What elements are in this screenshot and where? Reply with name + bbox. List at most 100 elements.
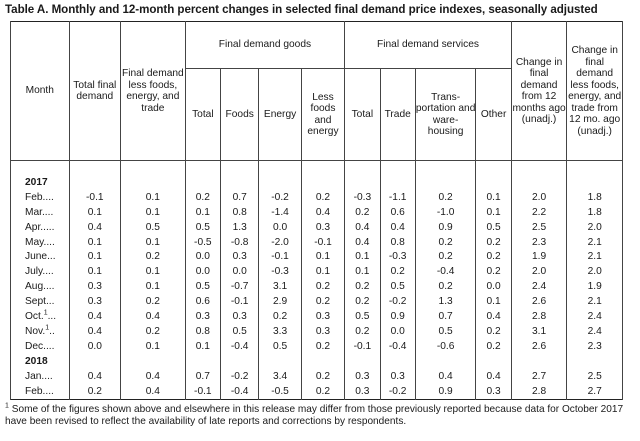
table-row: June... 0.1 0.2 0.0 0.3 -0.1 0.1 0.1 -0.3 0.2 0.2 1… bbox=[10, 250, 623, 266]
month-cell: Sept... bbox=[10, 295, 70, 311]
value-cell: 0.4 bbox=[120, 384, 186, 400]
value-cell: 0.1 bbox=[120, 280, 186, 296]
value-cell: 0.2 bbox=[414, 235, 477, 251]
value-cell: 0.2 bbox=[300, 339, 346, 355]
value-cell: 1.3 bbox=[414, 295, 477, 311]
value-cell: 0.3 bbox=[379, 369, 416, 385]
value-cell: 0.0 bbox=[184, 250, 222, 266]
value-cell: 0.1 bbox=[68, 205, 122, 221]
value-cell: 0.3 bbox=[300, 324, 346, 340]
value-cell: 0.0 bbox=[379, 324, 416, 340]
footnote-mark: 1 bbox=[5, 402, 9, 410]
value-cell: 2.0 bbox=[566, 265, 623, 281]
value-cell: 2.2 bbox=[510, 205, 568, 221]
value-cell: 0.2 bbox=[414, 250, 477, 266]
value-cell: 2.1 bbox=[566, 250, 623, 266]
value-cell: -0.4 bbox=[219, 384, 260, 400]
table-row: Feb.... 0.2 0.4 -0.1 -0.4 -0.5 0.2 0.3 -0.2 0.9 0.… bbox=[10, 384, 623, 400]
value-cell: 0.1 bbox=[475, 205, 512, 221]
table-row: Feb.... -0.1 0.1 0.2 0.7 -0.2 0.2 -0.3 -1.1 0.2 0.… bbox=[10, 190, 623, 206]
value-cell: 0.4 bbox=[344, 220, 381, 236]
value-cell: 2.3 bbox=[566, 339, 623, 355]
table-row: Apr..... 0.4 0.5 0.5 1.3 0.0 0.3 0.4 0.4 0.9 0.5 2.… bbox=[10, 220, 623, 236]
value-cell: 0.3 bbox=[219, 310, 260, 325]
spacer-row bbox=[10, 160, 623, 176]
value-cell: 0.8 bbox=[184, 324, 222, 340]
value-cell: 0.1 bbox=[344, 250, 381, 266]
value-cell: 1.8 bbox=[566, 190, 623, 206]
value-cell: 0.2 bbox=[300, 280, 346, 296]
header-goods-energy: Energy bbox=[258, 68, 302, 161]
header-services-transportation: Trans- portation and ware- housing bbox=[414, 68, 477, 161]
value-cell: 0.2 bbox=[344, 324, 381, 340]
value-cell: 0.2 bbox=[120, 295, 186, 311]
value-cell: 2.0 bbox=[566, 220, 623, 236]
value-cell: 0.4 bbox=[379, 220, 416, 236]
value-cell: 0.8 bbox=[379, 235, 416, 251]
value-cell: 0.5 bbox=[414, 324, 477, 340]
month-cell: June... bbox=[10, 250, 70, 266]
value-cell: -0.5 bbox=[184, 235, 222, 251]
value-cell: 0.4 bbox=[68, 310, 122, 325]
value-cell: 0.3 bbox=[68, 295, 122, 311]
month-cell: Apr..... bbox=[10, 220, 70, 236]
value-cell: 0.4 bbox=[68, 369, 122, 385]
value-cell: 0.3 bbox=[184, 310, 222, 325]
value-cell: 0.1 bbox=[120, 339, 186, 355]
value-cell: 1.8 bbox=[566, 205, 623, 221]
value-cell: 0.1 bbox=[120, 190, 186, 206]
value-cell: -0.3 bbox=[258, 265, 302, 281]
value-cell: -0.4 bbox=[414, 265, 477, 281]
month-cell: Nov.1.. bbox=[10, 325, 70, 340]
value-cell: 0.3 bbox=[475, 384, 512, 400]
table-row: Dec.... 0.0 0.1 0.1 -0.4 0.5 0.2 -0.1 -0.4 -0.6 0.… bbox=[10, 339, 623, 355]
value-cell: 0.1 bbox=[120, 205, 186, 221]
footnote-text: Some of the figures shown above and else… bbox=[5, 404, 624, 428]
value-cell: 2.6 bbox=[510, 339, 568, 355]
value-cell: 2.7 bbox=[566, 384, 623, 400]
value-cell: 0.3 bbox=[344, 384, 381, 400]
value-cell: 0.2 bbox=[344, 295, 381, 311]
value-cell: 0.2 bbox=[475, 324, 512, 340]
month-cell: Feb.... bbox=[10, 384, 70, 400]
value-cell: -0.2 bbox=[219, 369, 260, 385]
value-cell: 0.4 bbox=[344, 235, 381, 251]
value-cell: 0.4 bbox=[300, 205, 346, 221]
value-cell: 0.6 bbox=[184, 295, 222, 311]
value-cell: -0.3 bbox=[379, 250, 416, 266]
value-cell: 0.4 bbox=[120, 369, 186, 385]
value-cell: 0.3 bbox=[219, 250, 260, 266]
value-cell: 0.4 bbox=[68, 220, 122, 236]
value-cell: 1.3 bbox=[219, 220, 260, 236]
value-cell: 0.2 bbox=[414, 280, 477, 296]
value-cell: 0.1 bbox=[68, 250, 122, 266]
value-cell: -0.2 bbox=[379, 295, 416, 311]
value-cell: 0.3 bbox=[300, 220, 346, 236]
value-cell: 2.4 bbox=[566, 310, 623, 325]
month-cell: July.... bbox=[10, 265, 70, 281]
value-cell: -0.1 bbox=[219, 295, 260, 311]
value-cell: 0.8 bbox=[219, 205, 260, 221]
table-title: Table A. Monthly and 12-month percent ch… bbox=[5, 3, 598, 16]
value-cell: 0.9 bbox=[414, 220, 477, 236]
value-cell: 2.0 bbox=[510, 190, 568, 206]
value-cell: 0.7 bbox=[184, 369, 222, 385]
value-cell: 0.1 bbox=[68, 235, 122, 251]
value-cell: 0.1 bbox=[300, 265, 346, 281]
year-row-2017: 2017 bbox=[10, 175, 623, 191]
year-row-2018: 2018 bbox=[10, 354, 623, 370]
value-cell: 0.1 bbox=[120, 235, 186, 251]
value-cell: 2.1 bbox=[566, 235, 623, 251]
header-goods-total: Total bbox=[184, 68, 222, 161]
value-cell: 2.3 bbox=[510, 235, 568, 251]
value-cell: 2.0 bbox=[510, 265, 568, 281]
value-cell: 0.1 bbox=[475, 190, 512, 206]
value-cell: 3.3 bbox=[258, 324, 302, 340]
value-cell: 2.5 bbox=[510, 220, 568, 236]
value-cell: 2.7 bbox=[510, 369, 568, 385]
month-cell: Oct.1... bbox=[10, 310, 70, 325]
value-cell: 0.5 bbox=[475, 220, 512, 236]
table-row: May.... 0.1 0.1 -0.5 -0.8 -2.0 -0.1 0.4 0.8 0.2 0.… bbox=[10, 235, 623, 251]
value-cell: 0.4 bbox=[475, 369, 512, 385]
header-total-final-demand: Total final demand bbox=[68, 21, 122, 161]
